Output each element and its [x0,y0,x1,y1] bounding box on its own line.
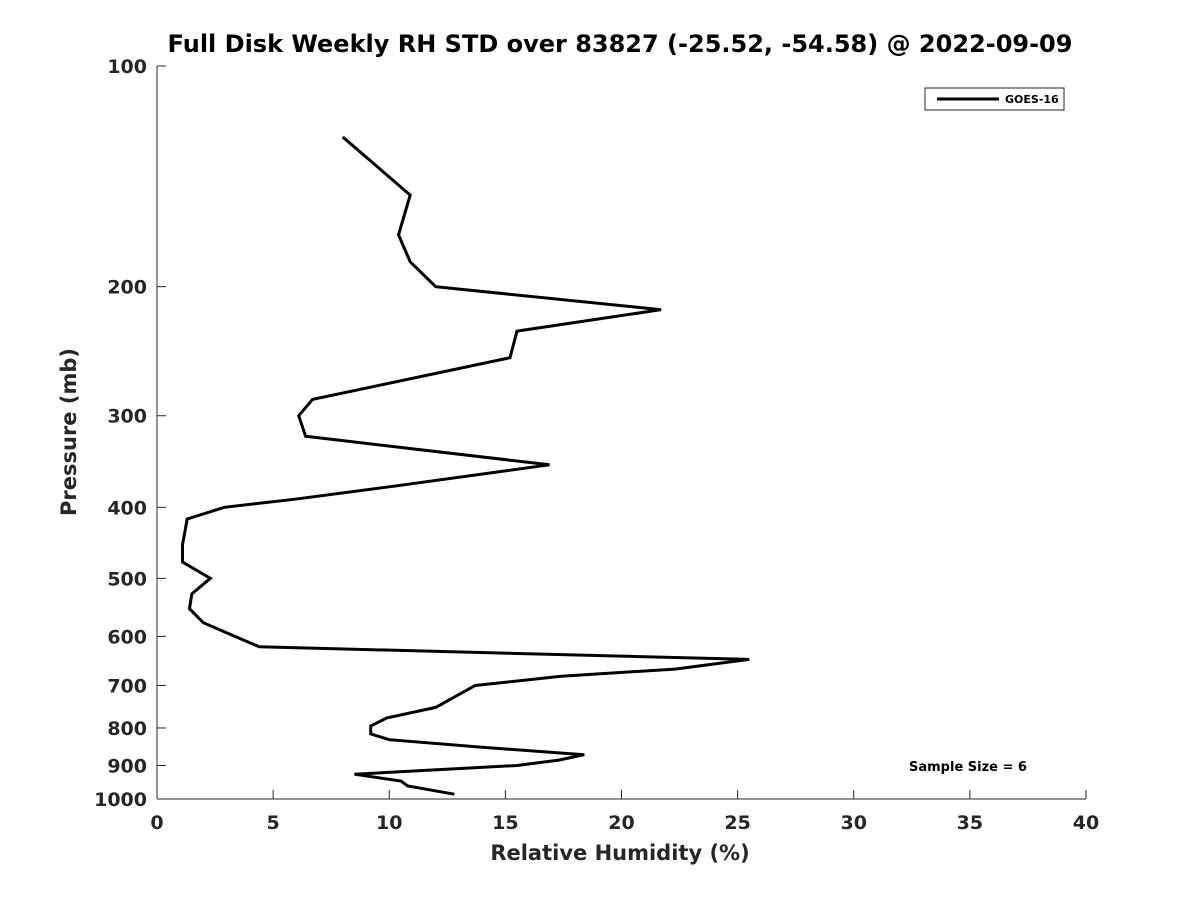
y-tick-label: 700 [107,675,147,697]
y-tick-label: 400 [107,497,147,519]
y-tick-label: 200 [107,277,147,299]
x-tick-label: 30 [841,812,867,834]
y-axis-label: Pressure (mb) [57,348,81,516]
x-tick-label: 40 [1073,812,1099,834]
legend: GOES-16 [924,87,1065,111]
y-tick-label: 800 [107,718,147,740]
sample-size-annotation: Sample Size = 6 [909,760,1027,775]
axes [156,66,1086,800]
x-tick-label: 0 [150,812,163,834]
ticks: 0 5 10 15 20 25 30 35 40 100 200 300 400 500 600 700 800… [94,56,1099,834]
y-tick-label: 600 [107,626,147,648]
y-tick-label: 500 [107,568,147,590]
series [181,135,750,796]
x-tick-label: 5 [267,812,280,834]
x-tick-label: 25 [724,812,750,834]
x-tick-label: 20 [608,812,634,834]
x-tick-label: 15 [492,812,518,834]
legend-label: GOES-16 [1005,93,1059,106]
chart-title: Full Disk Weekly RH STD over 83827 (-25.… [167,30,1073,58]
y-tick-label: 100 [107,56,147,78]
y-tick-label: 900 [107,755,147,777]
y-tick-label: 1000 [94,789,147,811]
x-tick-label: 10 [376,812,402,834]
x-axis-label: Relative Humidity (%) [490,841,749,865]
x-tick-label: 35 [957,812,983,834]
y-tick-label: 300 [107,406,147,428]
series-line-goes-16 [181,135,750,796]
